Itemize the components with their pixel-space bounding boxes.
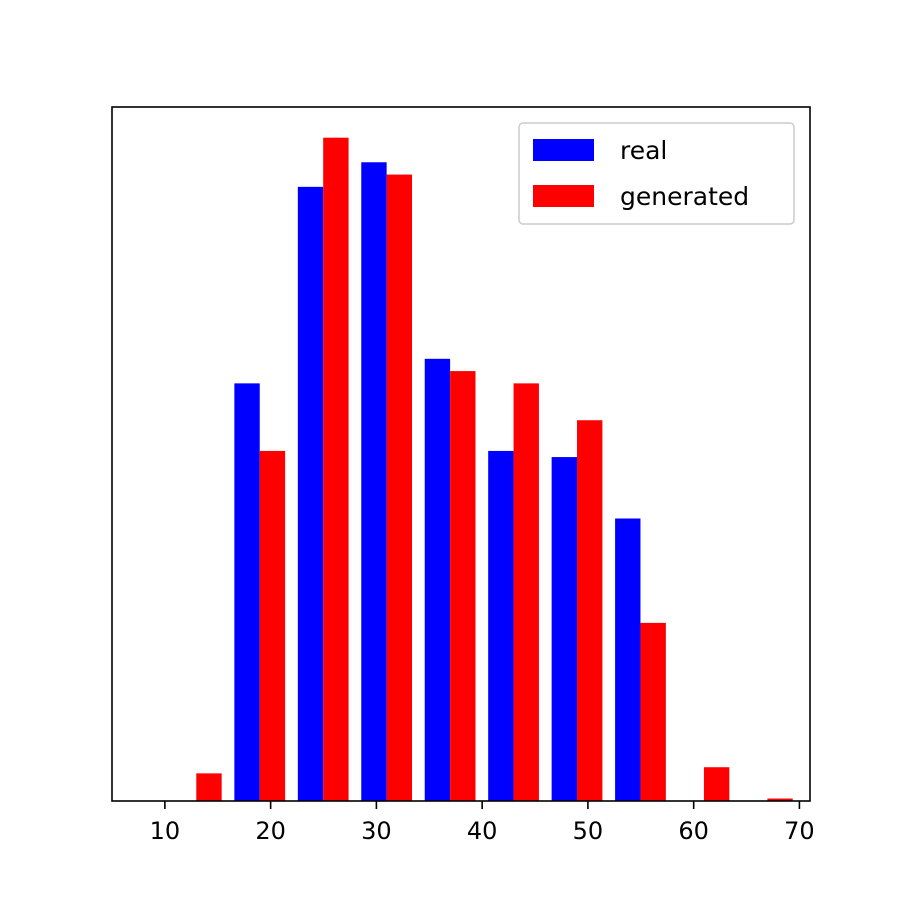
legend-label-generated: generated [620, 182, 749, 211]
bar-real-bin-6 [488, 450, 514, 801]
bar-generated-bin-7 [577, 420, 603, 801]
legend-label-real: real [620, 136, 667, 165]
x-tick-label: 60 [678, 817, 709, 845]
legend-swatch-generated [533, 185, 594, 207]
bar-generated-bin-9 [703, 767, 730, 801]
legend: real generated [518, 122, 795, 225]
legend-swatch-real [533, 139, 594, 161]
bar-generated-bin-2 [259, 450, 286, 801]
bar-generated-bin-1 [196, 773, 222, 801]
bar-generated-bin-6 [513, 383, 539, 801]
bar-generated-bin-5 [450, 371, 476, 801]
bar-real-bin-8 [615, 518, 641, 801]
x-tick-label: 30 [361, 817, 392, 845]
x-tick-label: 10 [150, 817, 181, 845]
bar-real-bin-2 [234, 383, 260, 801]
x-tick-label: 20 [255, 817, 286, 845]
x-ticks: 10 20 30 40 50 60 70 [150, 801, 815, 845]
x-tick-label: 40 [467, 817, 498, 845]
bar-generated-bin-10 [767, 798, 793, 801]
bar-real-bin-7 [551, 457, 578, 801]
bar-real-bin-4 [361, 162, 387, 801]
x-tick-label: 70 [784, 817, 815, 845]
bars-layer [196, 137, 793, 802]
x-tick-label: 50 [573, 817, 604, 845]
bar-generated-bin-4 [386, 174, 413, 801]
bar-generated-bin-8 [640, 622, 666, 801]
bar-generated-bin-3 [323, 137, 349, 801]
axes-frame [111, 106, 811, 802]
bar-real-bin-5 [424, 358, 451, 801]
bar-real-bin-3 [297, 186, 324, 802]
